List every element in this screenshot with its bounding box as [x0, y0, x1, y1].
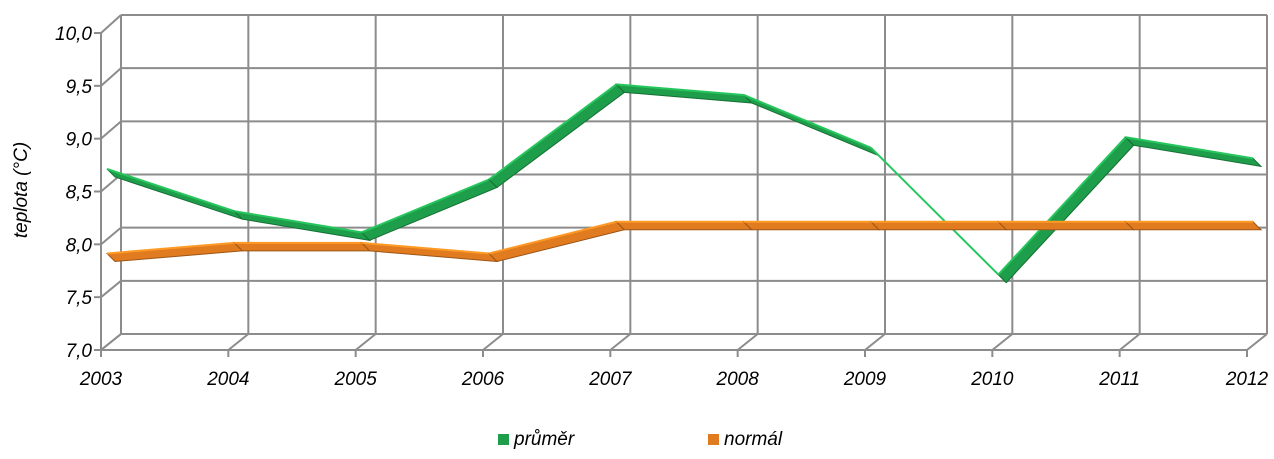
legend-label: průměr: [513, 429, 575, 450]
y-tick-label: 8,0: [66, 235, 93, 256]
x-tick-label: 2012: [1225, 369, 1269, 390]
line-segment: [1126, 222, 1261, 230]
line-segment: [998, 137, 1133, 282]
floor-gridline: [1120, 334, 1140, 350]
line-segment: [744, 222, 879, 230]
legend-item: průměr: [498, 429, 575, 450]
line-segment-highlight: [489, 222, 616, 254]
floor-gridline: [228, 334, 248, 350]
legend-swatch: [708, 434, 719, 445]
floor-gridline: [865, 334, 885, 350]
floor-gridline: [610, 334, 630, 350]
x-tick-label: 2006: [461, 369, 505, 390]
y-gridline-side: [101, 228, 121, 245]
y-axis-ticks: 7,0 7,5 8,0 8,5 9,0 9,5 10,0: [55, 24, 101, 362]
line-segment-highlight: [1126, 137, 1253, 158]
x-tick-label: 2010: [970, 369, 1014, 390]
y-gridline-side: [101, 281, 121, 297]
line-segment: [871, 222, 1006, 230]
line-segment-highlight: [489, 84, 616, 179]
line-segment-highlight: [234, 211, 361, 232]
y-tick-label: 8,5: [66, 183, 93, 204]
x-tick-label: 2009: [843, 369, 887, 390]
floor-gridline: [483, 334, 503, 350]
y-gridline-side: [101, 121, 121, 138]
x-tick-label: 2008: [716, 369, 760, 390]
y-axis-label: teplota (°C): [11, 142, 32, 238]
floor-gridline: [1247, 334, 1267, 350]
x-tick-label: 2003: [79, 369, 123, 390]
y-tick-label: 9,5: [66, 77, 93, 98]
line-segment-highlight: [998, 137, 1125, 274]
line-segment: [998, 222, 1133, 230]
y-tick-label: 7,5: [66, 288, 93, 309]
legend-swatch: [498, 434, 509, 445]
line-segment: [234, 243, 369, 251]
x-tick-label: 2007: [588, 369, 633, 390]
y-gridline-side: [101, 68, 121, 86]
y-tick-label: 9,0: [66, 130, 93, 151]
legend-item: normál: [708, 429, 783, 450]
line-segment: [616, 222, 751, 230]
y-tick-label: 10,0: [55, 24, 92, 45]
x-tick-label: 2005: [334, 369, 378, 390]
x-tick-label: 2004: [206, 369, 249, 390]
legend-label: normál: [724, 429, 783, 450]
legend: průměr normál: [498, 429, 783, 450]
line-segment: [362, 180, 497, 241]
floor-gridline: [356, 334, 376, 350]
x-tick-label: 2011: [1098, 369, 1140, 390]
y-tick-label: 7,0: [66, 341, 93, 362]
line-segment-highlight: [362, 180, 489, 233]
floor-gridline: [992, 334, 1012, 350]
x-axis-ticks: 2003 2004 2005 2006 2007 2008 2009 2010 2011 2012: [79, 350, 1269, 390]
series-1: [107, 84, 1261, 282]
line-segment-highlight: [871, 148, 998, 275]
floor-gridline: [738, 334, 758, 350]
series-layer: [107, 84, 1261, 282]
floor-gridline: [101, 334, 121, 350]
plot-floor: [101, 33, 1267, 350]
y-gridline-side: [101, 15, 121, 33]
line-segment: [489, 84, 624, 187]
